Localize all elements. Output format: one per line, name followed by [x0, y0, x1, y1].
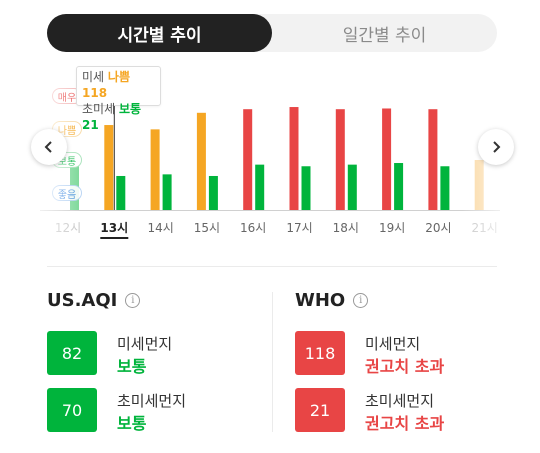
usaqi-ultrafine-dust: 70 초미세먼지 보통: [47, 388, 257, 433]
usaqi-header: US.AQI i: [47, 288, 257, 312]
chevron-right-icon: [493, 141, 501, 153]
bar-ultrafine-5: [301, 166, 311, 210]
tooltip-ultra-value: 21: [82, 118, 99, 132]
tooltip-ultra-label: 초미세: [82, 102, 116, 116]
usaqi-fine-value: 82: [47, 331, 97, 375]
usaqi-fine-dust: 82 미세먼지 보통: [47, 331, 257, 376]
tooltip-fine-status: 나쁨: [107, 70, 131, 84]
bar-fine-9: [474, 160, 484, 210]
period-tabs: 시간별 추이 일간별 추이: [47, 14, 497, 52]
bar-fine-2: [150, 129, 160, 210]
tick-label-0[interactable]: 12시: [55, 221, 81, 235]
tab-hourly[interactable]: 시간별 추이: [47, 14, 272, 52]
bar-fine-5: [289, 107, 299, 210]
level-tag-good: 좋음: [52, 185, 82, 201]
who-ultra-name: 초미세먼지: [365, 392, 435, 410]
chart-next-button[interactable]: [478, 129, 514, 165]
tooltip-fine-value: 118: [82, 86, 108, 100]
tab-daily[interactable]: 일간별 추이: [342, 25, 427, 46]
tick-label-2[interactable]: 14시: [147, 221, 173, 235]
info-icon[interactable]: i: [125, 292, 141, 308]
who-ultra-value: 21: [295, 388, 345, 432]
who-fine-name: 미세먼지: [365, 335, 421, 353]
tick-label-6[interactable]: 18시: [333, 221, 359, 235]
who-fine-value: 118: [295, 331, 345, 375]
bar-fine-1: [104, 125, 114, 210]
bar-ultrafine-8: [440, 166, 450, 210]
bar-fine-4: [243, 109, 253, 210]
bar-ultrafine-7: [394, 163, 404, 210]
chart-prev-button[interactable]: [31, 129, 67, 165]
who-header: WHO i: [295, 288, 505, 312]
usaqi-ultra-status: 보통: [117, 414, 147, 433]
usaqi-ultra-value: 70: [47, 388, 97, 432]
panel-divider: [272, 292, 273, 432]
bar-ultrafine-4: [255, 164, 265, 210]
chart-tooltip: 미세 나쁨 118 초미세 보통 21: [76, 66, 161, 132]
who-ultrafine-dust: 21 초미세먼지 권고치 초과: [295, 388, 505, 433]
usaqi-fine-name: 미세먼지: [117, 335, 173, 353]
tooltip-ultra-row: 초미세 보통 21: [82, 101, 155, 133]
tooltip-fine-label: 미세: [82, 70, 105, 84]
usaqi-ultra-name: 초미세먼지: [117, 392, 187, 410]
usaqi-title: US.AQI: [47, 289, 118, 311]
tick-label-5[interactable]: 17시: [286, 221, 312, 235]
tooltip-fine-row: 미세 나쁨 118: [82, 69, 155, 101]
bar-ultrafine-6: [347, 164, 357, 210]
who-fine-dust: 118 미세먼지 권고치 초과: [295, 331, 505, 376]
tick-label-9[interactable]: 21시: [472, 221, 498, 235]
tooltip-ultra-status: 보통: [118, 102, 142, 116]
info-icon[interactable]: i: [353, 292, 369, 308]
tick-label-8[interactable]: 20시: [425, 221, 451, 235]
section-divider: [47, 266, 497, 267]
tick-label-7[interactable]: 19시: [379, 221, 405, 235]
tick-label-4[interactable]: 16시: [240, 221, 266, 235]
bar-ultrafine-3: [208, 175, 218, 210]
tick-label-3[interactable]: 15시: [194, 221, 220, 235]
bar-ultrafine-2: [162, 174, 172, 210]
who-title: WHO: [295, 289, 346, 311]
bar-fine-6: [335, 109, 345, 210]
who-ultra-status: 권고치 초과: [365, 414, 445, 433]
bar-fine-8: [428, 109, 438, 210]
bar-ultrafine-1: [116, 175, 126, 210]
who-panel: WHO i 118 미세먼지 권고치 초과 21 초미세먼지 권고치 초과: [295, 288, 505, 433]
selected-tick-underline: [100, 237, 129, 239]
tick-label-1[interactable]: 13시: [100, 221, 128, 235]
hourly-chart: 12시 13시 14시 15시 16시 17시 18시 19시 20시 21시 매우 나쁨 보통 …: [0, 60, 540, 245]
usaqi-fine-status: 보통: [117, 357, 147, 376]
bar-fine-3: [196, 112, 206, 210]
usaqi-panel: US.AQI i 82 미세먼지 보통 70 초미세먼지 보통: [47, 288, 257, 433]
chevron-left-icon: [44, 141, 52, 153]
bar-fine-7: [382, 108, 392, 210]
who-fine-status: 권고치 초과: [365, 357, 445, 376]
